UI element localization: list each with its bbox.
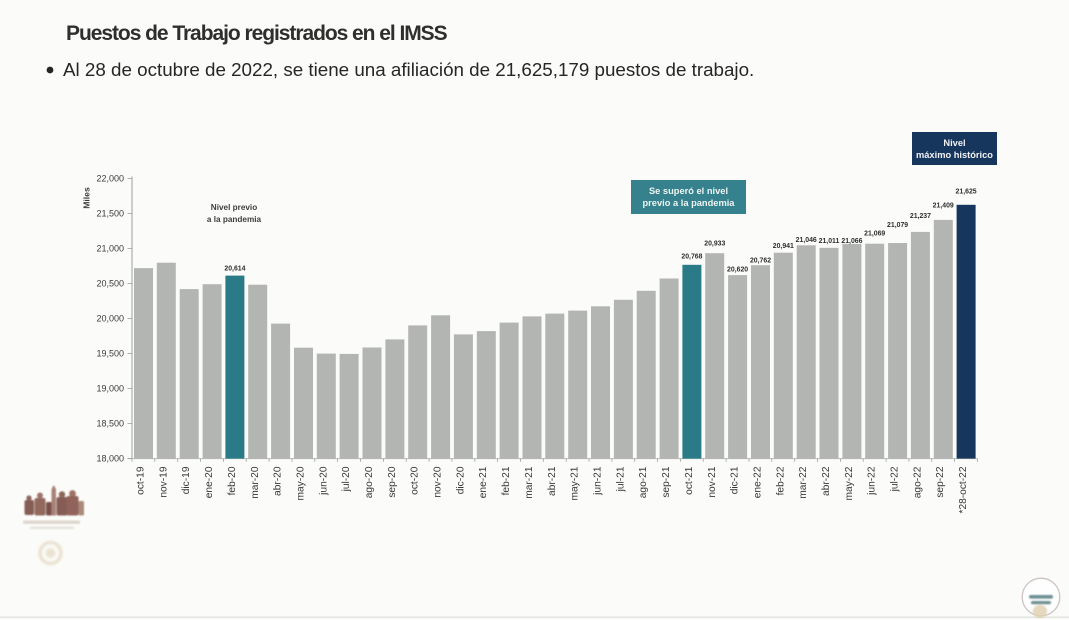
svg-text:a la pandemia: a la pandemia [207, 215, 262, 224]
svg-text:mar-20: mar-20 [250, 466, 261, 499]
svg-text:may-22: may-22 [844, 466, 855, 500]
svg-text:jul-22: jul-22 [890, 466, 901, 492]
svg-text:20,000: 20,000 [96, 313, 124, 323]
svg-text:previo a la pandemia: previo a la pandemia [643, 198, 736, 208]
svg-text:21,066: 21,066 [841, 238, 862, 245]
svg-text:dic-19: dic-19 [181, 466, 192, 494]
svg-text:jul-20: jul-20 [341, 466, 352, 492]
svg-text:21,011: 21,011 [819, 238, 840, 245]
svg-text:Al 28 de octubre de 2022, se t: Al 28 de octubre de 2022, se tiene una a… [63, 59, 754, 80]
svg-text:20,768: 20,768 [681, 253, 702, 260]
svg-text:21,000: 21,000 [96, 243, 124, 253]
svg-text:Nivel: Nivel [943, 138, 965, 148]
svg-text:ago-21: ago-21 [638, 466, 649, 498]
svg-text:ene-21: ene-21 [478, 466, 489, 498]
svg-text:21,069: 21,069 [864, 231, 885, 238]
svg-text:may-21: may-21 [570, 466, 581, 500]
svg-text:20,762: 20,762 [750, 258, 771, 265]
svg-text:20,614: 20,614 [224, 266, 245, 273]
svg-text:abr-21: abr-21 [547, 466, 558, 496]
svg-text:may-20: may-20 [296, 466, 307, 500]
svg-text:abr-22: abr-22 [821, 466, 832, 496]
svg-text:Miles: Miles [82, 187, 92, 209]
svg-text:sep-21: sep-21 [661, 466, 672, 497]
svg-text:18,500: 18,500 [96, 418, 124, 428]
svg-text:jun-20: jun-20 [318, 466, 329, 496]
svg-text:máximo histórico: máximo histórico [916, 150, 993, 160]
svg-text:20,620: 20,620 [727, 267, 748, 274]
svg-text:21,046: 21,046 [796, 237, 817, 244]
svg-text:Se superó el nivel: Se superó el nivel [649, 186, 728, 196]
svg-text:nov-20: nov-20 [433, 466, 444, 497]
svg-text:oct-19: oct-19 [136, 466, 147, 495]
svg-text:21,079: 21,079 [887, 222, 908, 229]
svg-text:22,000: 22,000 [96, 173, 124, 183]
svg-text:sep-22: sep-22 [935, 466, 946, 497]
svg-text:mar-21: mar-21 [524, 466, 535, 499]
svg-text:*28-oct-22: *28-oct-22 [958, 466, 969, 513]
svg-text:20,933: 20,933 [704, 241, 725, 248]
svg-text:nov-19: nov-19 [158, 466, 169, 497]
svg-text:Puestos de Trabajo registrados: Puestos de Trabajo registrados en el IMS… [66, 22, 448, 45]
svg-text:dic-20: dic-20 [455, 466, 466, 494]
svg-text:oct-20: oct-20 [410, 466, 421, 495]
svg-text:19,500: 19,500 [96, 348, 124, 358]
svg-text:20,941: 20,941 [773, 243, 794, 250]
svg-text:21,409: 21,409 [933, 202, 954, 209]
svg-text:21,500: 21,500 [96, 208, 124, 218]
svg-text:dic-21: dic-21 [730, 466, 741, 494]
svg-text:jun-22: jun-22 [867, 466, 878, 496]
svg-text:oct-21: oct-21 [684, 466, 695, 495]
svg-text:ene-20: ene-20 [204, 466, 215, 498]
svg-text:21,237: 21,237 [910, 213, 931, 220]
svg-text:mar-22: mar-22 [798, 466, 809, 499]
svg-text:Nivel previo: Nivel previo [211, 203, 257, 212]
svg-text:19,000: 19,000 [96, 383, 124, 393]
svg-text:feb-20: feb-20 [227, 466, 238, 495]
svg-text:sep-20: sep-20 [387, 466, 398, 497]
svg-text:21,625: 21,625 [956, 188, 977, 195]
svg-text:ago-20: ago-20 [364, 466, 375, 498]
svg-text:20,500: 20,500 [96, 278, 124, 288]
svg-text:abr-20: abr-20 [273, 466, 284, 496]
svg-text:feb-22: feb-22 [775, 466, 786, 495]
svg-text:feb-21: feb-21 [501, 466, 512, 495]
svg-text:nov-21: nov-21 [707, 466, 718, 497]
svg-text:jun-21: jun-21 [593, 466, 604, 496]
svg-text:jul-21: jul-21 [615, 466, 626, 492]
svg-text:ene-22: ene-22 [753, 466, 764, 498]
svg-text:ago-22: ago-22 [912, 466, 923, 498]
svg-text:18,000: 18,000 [96, 453, 124, 463]
